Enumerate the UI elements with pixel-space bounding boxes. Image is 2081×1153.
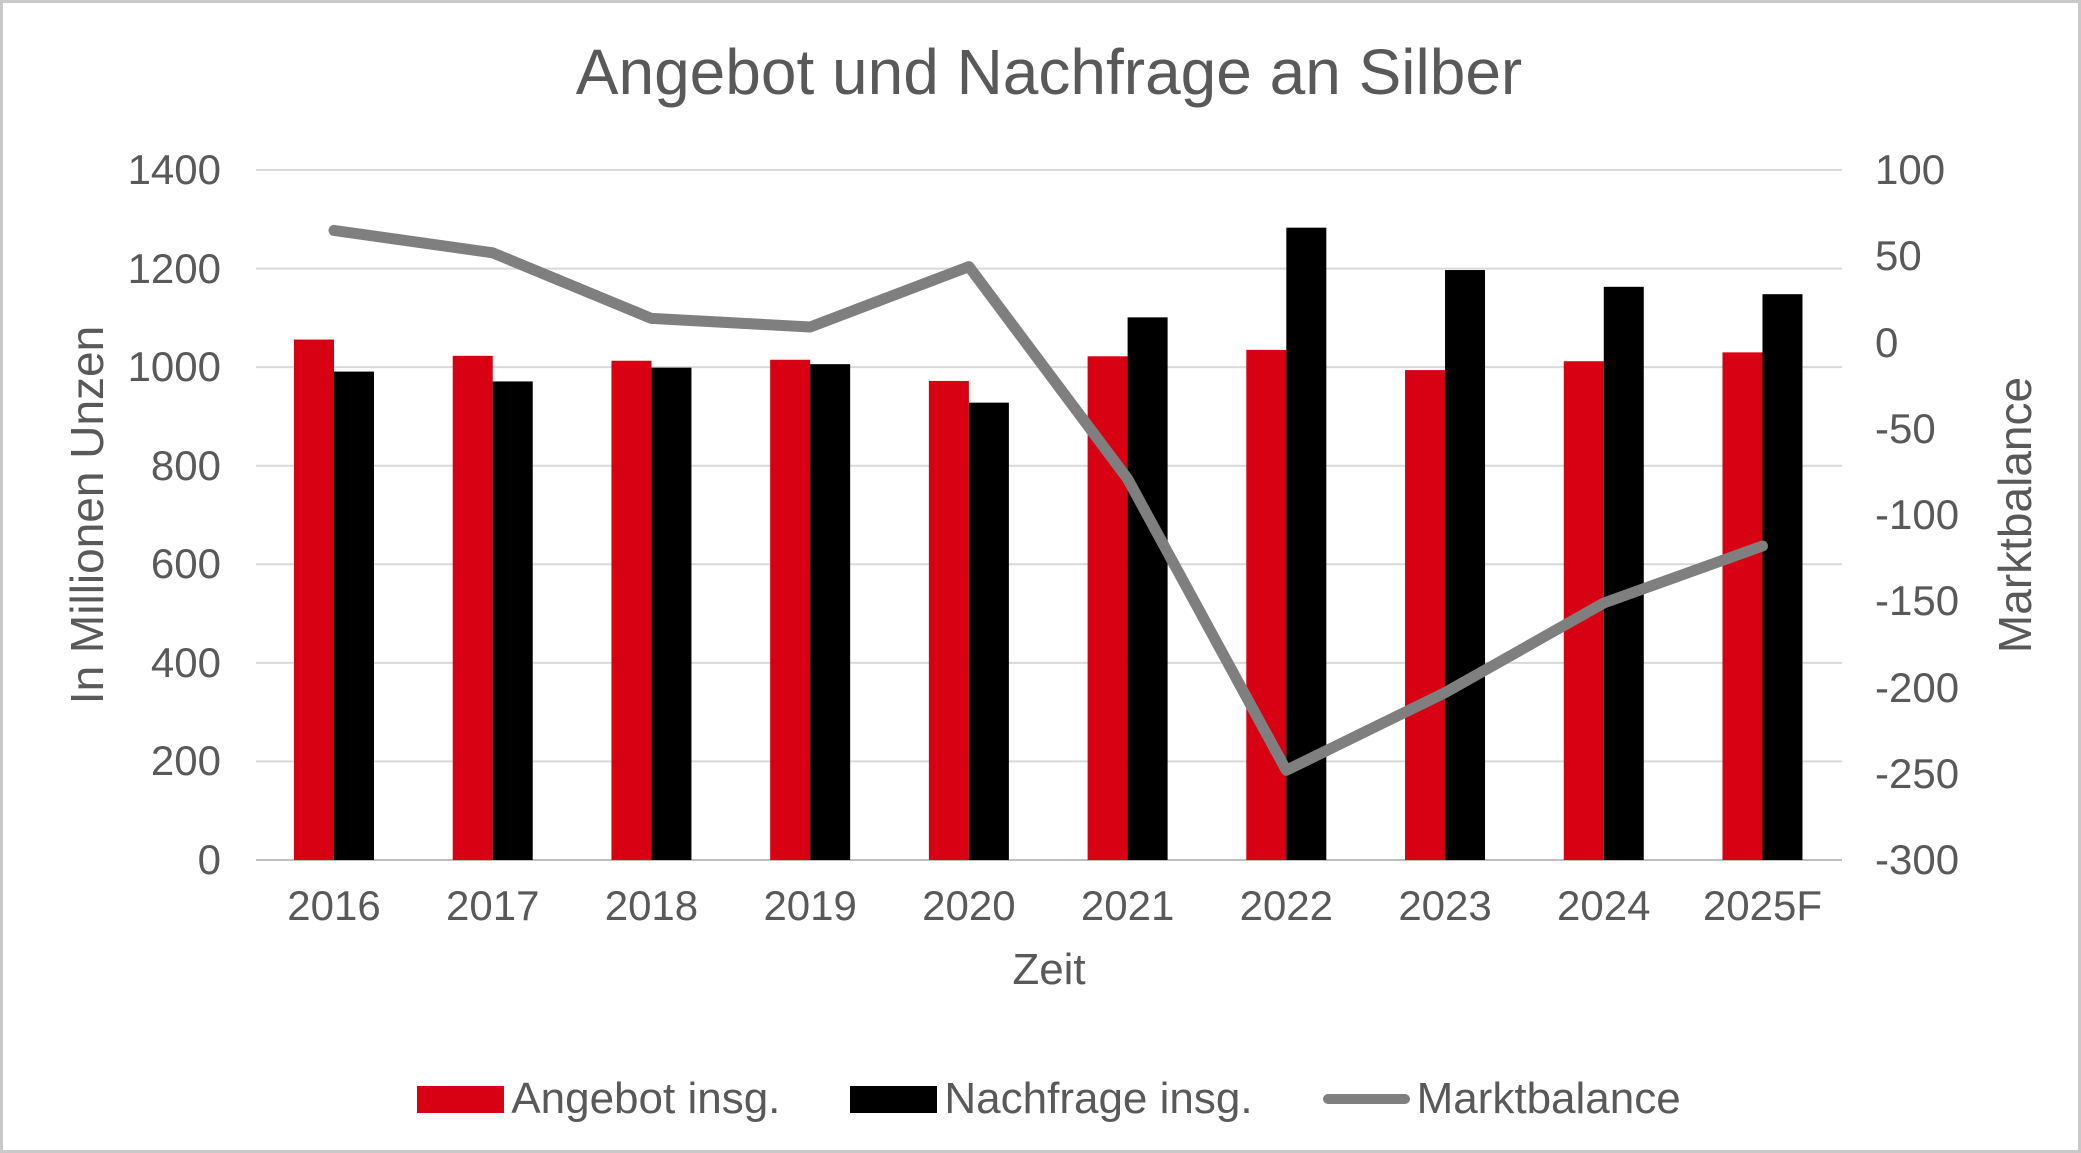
bar-nachfrage-2016	[334, 371, 374, 860]
x-label-2016: 2016	[287, 882, 381, 929]
bar-nachfrage-2025F	[1762, 294, 1803, 860]
x-label-2024: 2024	[1557, 882, 1651, 929]
bar-angebot-2016	[294, 339, 334, 860]
bar-angebot-2025F	[1722, 352, 1763, 860]
y-tick-label-1200: 1200	[127, 244, 221, 292]
y-tick-label-200: 200	[150, 737, 221, 785]
x-label-2023: 2023	[1398, 882, 1492, 929]
y-tick-label-800: 800	[150, 441, 221, 489]
legend-item-nachfrage: Nachfrage insg.	[850, 1073, 1253, 1125]
right-tick-label-100: 100	[1875, 146, 1946, 193]
y-tick-label-600: 600	[150, 540, 221, 588]
right-tick-label-50: 50	[1875, 232, 1922, 280]
x-label-2019: 2019	[763, 882, 857, 929]
chart-title: Angebot und Nachfrage an Silber	[575, 36, 1523, 108]
right-tick-label--300: -300	[1875, 836, 1960, 883]
bar-nachfrage-2019	[810, 364, 851, 860]
right-tick-label--50: -50	[1875, 404, 1936, 452]
right-tick-label--100: -100	[1875, 491, 1960, 538]
legend-item-angebot: Angebot insg.	[417, 1073, 780, 1125]
legend-label-marktbalance: Marktbalance	[1416, 1074, 1681, 1123]
legend: Angebot insg. Nachfrage insg. Marktbalan…	[256, 1069, 1842, 1129]
y-tick-label-0: 0	[197, 836, 221, 883]
bar-nachfrage-2020	[968, 402, 1009, 860]
legend-swatch-marktbalance	[1322, 1094, 1410, 1104]
marktbalance-line	[328, 224, 1768, 776]
x-label-2018: 2018	[604, 882, 699, 929]
bar-nachfrage-2024	[1603, 286, 1644, 860]
left-axis-title: In Millionen Unzen	[61, 325, 113, 705]
x-label-2025F: 2025F	[1702, 882, 1823, 929]
bar-nachfrage-2017	[492, 381, 533, 860]
x-label-2017: 2017	[446, 882, 540, 929]
x-axis-title: Zeit	[1012, 945, 1086, 994]
plot-area	[256, 169, 1842, 861]
bar-angebot-2019	[770, 359, 811, 860]
bar-nachfrage-2018	[651, 367, 692, 860]
y-tick-label-1400: 1400	[127, 146, 221, 193]
x-label-2020: 2020	[922, 882, 1016, 929]
bar-angebot-2023	[1405, 370, 1446, 860]
legend-label-nachfrage: Nachfrage insg.	[944, 1074, 1253, 1123]
bar-angebot-2017	[452, 355, 493, 860]
right-tick-label-0: 0	[1875, 318, 1899, 366]
legend-swatch-angebot	[417, 1085, 505, 1113]
y-tick-label-400: 400	[150, 638, 221, 686]
right-axis-title: Marktbalance	[1989, 376, 2041, 654]
x-label-2021: 2021	[1080, 882, 1175, 929]
bar-nachfrage-2021	[1127, 317, 1168, 861]
bar-angebot-2018	[611, 360, 652, 860]
y-tick-label-1000: 1000	[127, 343, 221, 391]
legend-label-angebot: Angebot insg.	[511, 1074, 781, 1123]
bar-angebot-2022	[1246, 349, 1287, 860]
right-tick-label--250: -250	[1875, 749, 1960, 797]
right-tick-label--150: -150	[1875, 577, 1960, 625]
right-tick-label--200: -200	[1875, 663, 1960, 711]
legend-swatch-nachfrage	[850, 1085, 938, 1113]
bar-angebot-2020	[928, 380, 969, 860]
legend-item-marktbalance: Marktbalance	[1322, 1073, 1681, 1125]
x-label-2022: 2022	[1239, 882, 1334, 929]
bar-nachfrage-2023	[1445, 270, 1486, 860]
